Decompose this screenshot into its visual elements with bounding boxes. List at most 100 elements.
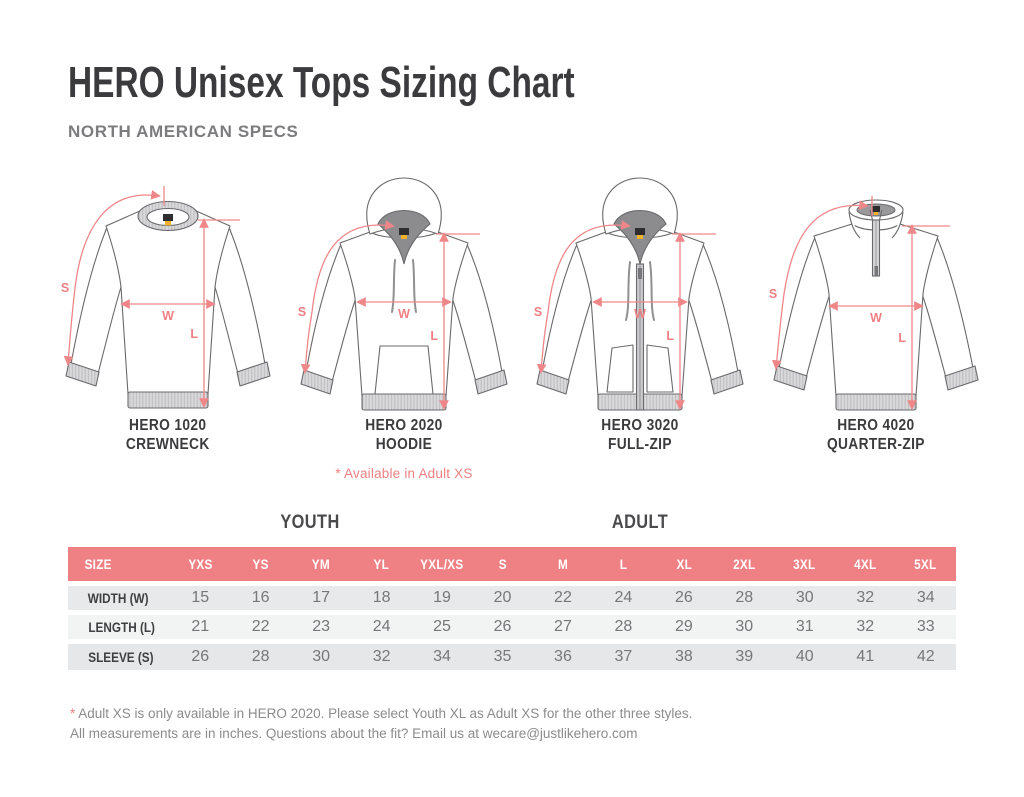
column-header-l: L — [593, 547, 654, 583]
column-header-s: S — [472, 547, 533, 583]
column-header-ys: YS — [230, 547, 291, 583]
size-value-cell: 32 — [351, 638, 412, 670]
drawstring — [649, 261, 655, 321]
column-header-5xl: 5XL — [895, 547, 956, 583]
measure-label-width: W — [398, 307, 410, 321]
zipper-pull — [638, 268, 642, 279]
hoodie-illustration: S W L — [298, 177, 508, 411]
garment-figure-quarterzip: S W L HERO 4020 QUARTER-ZIP — [758, 170, 994, 481]
size-value-cell: 28 — [714, 580, 775, 612]
size-header-cell: SIZE — [68, 547, 170, 583]
neck-tag — [872, 206, 880, 212]
fullzip-illustration: S W L — [534, 177, 744, 411]
length-measure-arrow: L — [666, 232, 716, 410]
garment-model: HERO 2020 — [365, 417, 443, 434]
measure-label-sleeve: S — [769, 287, 777, 301]
measure-label-sleeve: S — [298, 305, 306, 319]
sleeve-measure-arrow: S — [534, 220, 631, 374]
size-value-cell: 37 — [593, 638, 654, 670]
row-label: SLEEVE (S) — [68, 638, 170, 670]
footnote-line-1: * Adult XS is only available in HERO 202… — [70, 706, 693, 721]
size-value-cell: 27 — [532, 609, 594, 641]
column-header-4xl: 4XL — [834, 547, 896, 583]
neck-tag — [399, 228, 409, 235]
row-label: LENGTH (L) — [68, 609, 170, 641]
size-value-cell: 25 — [411, 609, 473, 641]
sizing-table: SIZE YXS YS YM YL YXL/XS S M L XL 2XL 3X… — [68, 547, 956, 670]
column-header-ym: YM — [290, 547, 352, 583]
column-header-xl: XL — [653, 547, 715, 583]
table-row-sleeve: SLEEVE (S) 26 28 30 32 34 35 36 37 38 39… — [68, 638, 956, 670]
size-value-cell: 42 — [895, 638, 956, 670]
length-measure-arrow: L — [430, 232, 480, 410]
size-value-cell: 18 — [351, 580, 412, 612]
split-pocket-right — [646, 344, 674, 393]
measure-label-sleeve: S — [61, 281, 69, 295]
size-value-cell: 28 — [593, 609, 654, 641]
garment-name: HERO 4020 QUARTER-ZIP — [827, 417, 925, 455]
size-value-cell: 26 — [653, 580, 715, 612]
size-value-cell: 38 — [653, 638, 715, 670]
garment-style: FULL-ZIP — [608, 435, 672, 453]
garment-model: HERO 4020 — [837, 417, 915, 434]
size-value-cell: 22 — [532, 580, 594, 612]
section-label-youth: YOUTH — [280, 512, 340, 533]
column-header-3xl: 3XL — [774, 547, 835, 583]
size-value-cell: 41 — [834, 638, 896, 670]
garment-illustrations-row: S W L HERO 1020 CREWNECK — [50, 170, 994, 481]
measure-label-width: W — [870, 311, 882, 325]
page-subtitle: NORTH AMERICAN SPECS — [68, 122, 299, 141]
row-label: WIDTH (W) — [68, 580, 170, 612]
page-title: HERO Unisex Tops Sizing Chart — [68, 58, 575, 107]
size-value-cell: 32 — [834, 609, 896, 641]
sleeve-measure-arrow: S — [61, 186, 165, 366]
size-value-cell: 20 — [472, 580, 533, 612]
measure-label-width: W — [634, 307, 646, 321]
width-measure-arrow: W — [592, 297, 688, 321]
zipper-pull — [874, 266, 878, 276]
column-header-m: M — [532, 547, 594, 583]
column-header-yxs: YXS — [170, 547, 231, 583]
neck-tag — [635, 228, 645, 235]
size-value-cell: 32 — [834, 580, 896, 612]
size-value-cell: 28 — [230, 638, 291, 670]
size-value-cell: 40 — [774, 638, 835, 670]
garment-style: QUARTER-ZIP — [827, 435, 925, 453]
section-label-adult: ADULT — [611, 512, 669, 533]
garment-figure-crewneck: S W L HERO 1020 CREWNECK — [50, 170, 286, 481]
width-measure-arrow: W — [828, 301, 924, 325]
garment-note: * Available in Adult XS — [335, 465, 473, 481]
table-row-length: LENGTH (L) 21 22 23 24 25 26 27 28 29 30… — [68, 609, 956, 641]
size-value-cell: 39 — [714, 638, 775, 670]
quarterzip-illustration: S W L — [769, 196, 979, 411]
measure-label-length: L — [190, 327, 198, 341]
garment-style: CREWNECK — [126, 435, 210, 453]
garment-style: HOODIE — [375, 435, 433, 453]
size-value-cell: 36 — [532, 638, 594, 670]
sleeve-measure-arrow: S — [298, 220, 395, 374]
size-value-cell: 19 — [411, 580, 473, 612]
footnote-line-2: All measurements are in inches. Question… — [70, 726, 638, 742]
measure-label-length: L — [898, 331, 906, 345]
garment-name: HERO 1020 CREWNECK — [126, 417, 210, 455]
size-value-cell: 23 — [290, 609, 352, 641]
size-value-cell: 34 — [411, 638, 473, 670]
kangaroo-pocket — [374, 345, 434, 395]
garment-name: HERO 2020 HOODIE — [365, 417, 442, 455]
footnotes: * Adult XS is only available in HERO 202… — [70, 704, 692, 745]
length-measure-arrow: L — [898, 224, 950, 410]
size-value-cell: 35 — [472, 638, 533, 670]
measure-label-sleeve: S — [534, 305, 542, 319]
footnote-asterisk: * — [70, 706, 76, 721]
measure-label-length: L — [666, 329, 674, 343]
garment-model: HERO 1020 — [129, 417, 207, 434]
measure-label-length: L — [430, 329, 438, 343]
garment-name: HERO 3020 FULL-ZIP — [601, 417, 678, 455]
width-measure-arrow: W — [120, 299, 216, 323]
size-value-cell: 17 — [290, 580, 352, 612]
size-value-cell: 29 — [653, 609, 715, 641]
width-measure-arrow: W — [356, 297, 452, 321]
size-value-cell: 31 — [774, 609, 835, 641]
size-value-cell: 15 — [170, 580, 231, 612]
size-value-cell: 34 — [895, 580, 956, 612]
